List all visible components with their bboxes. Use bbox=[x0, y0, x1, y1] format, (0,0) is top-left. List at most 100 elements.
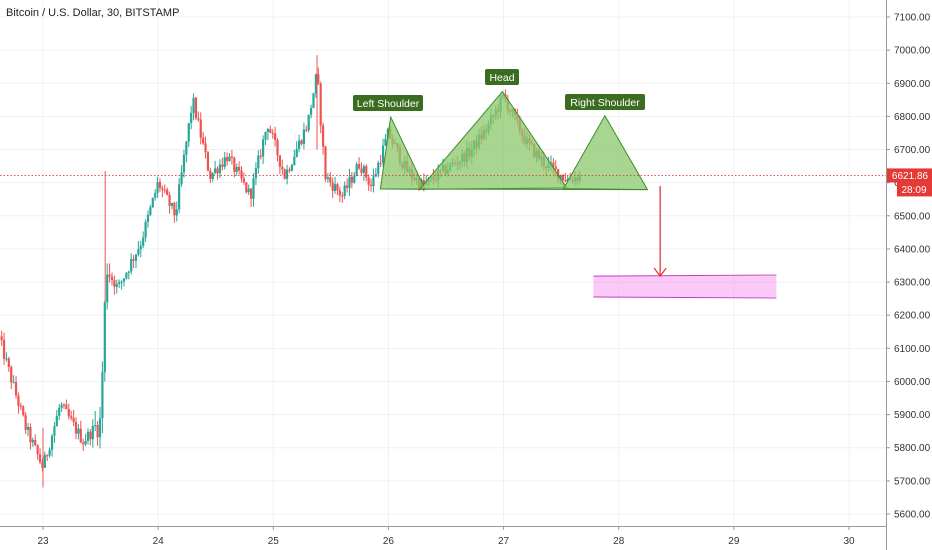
candle bbox=[120, 280, 123, 290]
candle bbox=[113, 275, 116, 295]
candle bbox=[307, 114, 310, 133]
candle bbox=[65, 399, 68, 410]
candle bbox=[324, 145, 327, 183]
candle bbox=[250, 187, 253, 207]
left-shoulder-label: Left Shoulder bbox=[353, 95, 423, 111]
target-zone bbox=[593, 276, 777, 297]
candle bbox=[266, 127, 270, 141]
candle bbox=[309, 104, 313, 119]
y-tick-label: 7000.00 bbox=[894, 46, 931, 57]
countdown-badge: 28:09 bbox=[897, 182, 932, 197]
candle bbox=[122, 278, 126, 287]
candle bbox=[326, 173, 329, 183]
candle bbox=[238, 161, 241, 175]
candle bbox=[130, 253, 133, 275]
candle bbox=[70, 410, 73, 421]
candle bbox=[338, 186, 341, 203]
candle bbox=[211, 172, 214, 182]
candle bbox=[79, 420, 82, 444]
candle bbox=[216, 166, 219, 180]
x-tick-label: 23 bbox=[37, 536, 49, 547]
svg-text:28:09: 28:09 bbox=[901, 185, 926, 196]
candle bbox=[345, 178, 349, 193]
y-tick-label: 6000.00 bbox=[894, 377, 931, 388]
candle bbox=[12, 375, 15, 384]
candle bbox=[34, 434, 37, 447]
candle bbox=[319, 81, 322, 134]
candle bbox=[317, 67, 320, 86]
y-tick-label: 6200.00 bbox=[894, 311, 931, 322]
svg-text:6621.86: 6621.86 bbox=[892, 171, 929, 182]
candle bbox=[156, 176, 159, 198]
candle bbox=[24, 412, 27, 435]
candle bbox=[341, 192, 344, 203]
candle bbox=[144, 219, 147, 242]
candle bbox=[19, 402, 22, 411]
candle bbox=[206, 150, 210, 172]
candle bbox=[43, 451, 46, 469]
candle bbox=[142, 231, 145, 249]
candle bbox=[72, 409, 75, 427]
candle bbox=[259, 149, 262, 160]
time-axis[interactable]: 23 24 25 26 27 28 29 30 bbox=[0, 526, 886, 547]
candle bbox=[46, 454, 49, 462]
chart-title: Bitcoin / U.S. Dollar, 30, BITSTAMP bbox=[6, 7, 179, 19]
price-axis[interactable]: 5600.00 5700.00 5800.00 5900.00 6000.00 6100.… bbox=[886, 0, 932, 550]
candle bbox=[84, 433, 87, 447]
candle bbox=[134, 253, 138, 269]
candle bbox=[149, 204, 152, 216]
candle bbox=[333, 176, 337, 194]
candle bbox=[36, 444, 39, 460]
y-tick-label: 6800.00 bbox=[894, 112, 931, 123]
candle bbox=[245, 181, 248, 194]
candle bbox=[297, 134, 301, 153]
target-arrow-head bbox=[653, 267, 667, 278]
y-tick-label: 6400.00 bbox=[894, 244, 931, 255]
candle bbox=[82, 438, 85, 452]
candle bbox=[101, 361, 104, 434]
candle bbox=[240, 166, 243, 183]
candle bbox=[146, 210, 150, 228]
candle bbox=[62, 402, 66, 410]
candle bbox=[362, 164, 365, 181]
candle bbox=[271, 129, 274, 139]
candle bbox=[31, 437, 34, 447]
candle bbox=[137, 240, 140, 257]
candle bbox=[185, 140, 188, 163]
candle bbox=[372, 168, 375, 193]
candle bbox=[154, 189, 157, 201]
candle bbox=[132, 255, 135, 269]
candle bbox=[60, 402, 63, 412]
candle bbox=[98, 406, 102, 449]
candle bbox=[226, 152, 229, 166]
candle bbox=[48, 447, 51, 458]
candle bbox=[264, 131, 267, 146]
candle bbox=[29, 423, 32, 450]
candle bbox=[343, 181, 346, 200]
candle bbox=[127, 270, 130, 280]
head-label: Head bbox=[485, 69, 519, 85]
candle bbox=[94, 410, 97, 431]
candle bbox=[278, 155, 282, 174]
candle bbox=[204, 136, 207, 159]
candle bbox=[110, 272, 114, 286]
candle bbox=[199, 112, 202, 145]
candle bbox=[17, 392, 20, 414]
candle bbox=[74, 417, 78, 440]
candle bbox=[274, 126, 277, 147]
candle bbox=[293, 149, 296, 166]
candle bbox=[353, 171, 356, 184]
x-tick-label: 25 bbox=[268, 536, 280, 547]
candle bbox=[91, 419, 94, 448]
candle bbox=[377, 160, 380, 178]
candle bbox=[187, 122, 190, 148]
candle bbox=[302, 122, 305, 150]
candle bbox=[348, 168, 351, 196]
candle bbox=[283, 168, 286, 180]
target-zone-bottom bbox=[593, 296, 777, 299]
candle bbox=[242, 172, 246, 185]
candle bbox=[336, 182, 339, 196]
candle bbox=[139, 240, 142, 258]
candle bbox=[197, 111, 200, 122]
